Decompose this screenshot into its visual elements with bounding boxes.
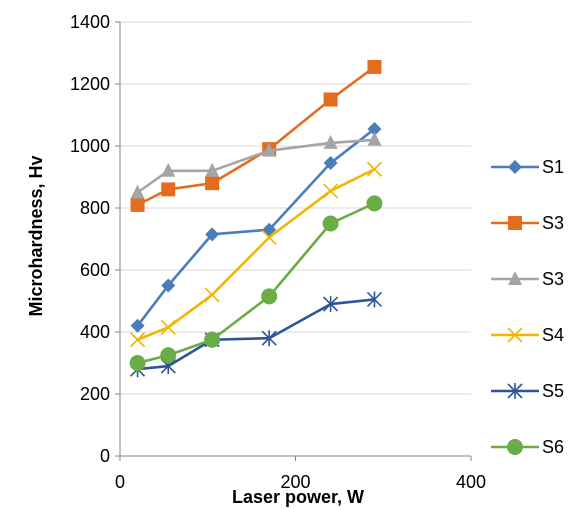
series-4-point-1-stroke-b bbox=[129, 332, 146, 348]
legend-swatch-marker-4-stroke-b bbox=[507, 327, 523, 343]
y-tick-label-1200: 1200 bbox=[70, 74, 110, 94]
series-4-point-4 bbox=[261, 229, 277, 246]
series-5-point-4 bbox=[261, 330, 277, 347]
series-1-point-6 bbox=[367, 121, 382, 136]
series-2-point-5 bbox=[323, 92, 338, 107]
legend-item-3: S3 bbox=[491, 269, 564, 289]
series-4-point-1 bbox=[129, 332, 146, 348]
series-1-point-2 bbox=[161, 278, 176, 293]
series-4-point-6-stroke-b bbox=[366, 161, 383, 177]
legend-swatch-marker-1 bbox=[508, 160, 522, 174]
gridlines bbox=[120, 21, 471, 395]
y-tick-label-1400: 1400 bbox=[70, 12, 110, 32]
series-2-point-2 bbox=[161, 182, 176, 197]
series-2-point-6 bbox=[367, 59, 382, 74]
series-4 bbox=[129, 161, 383, 348]
legend-swatch-marker-3 bbox=[508, 271, 522, 285]
y-tick-label-0: 0 bbox=[100, 446, 110, 466]
series-4-point-6 bbox=[366, 161, 383, 177]
legend-item-6: S6 bbox=[491, 437, 564, 457]
series-6-point-6 bbox=[366, 195, 383, 212]
series-group bbox=[129, 59, 383, 378]
series-2-point-3 bbox=[205, 176, 220, 191]
legend-item-2: S3 bbox=[491, 213, 564, 233]
legend: S1 S3 S3 S4 S5 S6 bbox=[491, 157, 564, 457]
series-1-point-5 bbox=[323, 156, 338, 171]
series-3-point-5 bbox=[323, 134, 338, 149]
series-4-point-5 bbox=[323, 183, 339, 199]
series-6-point-3 bbox=[204, 331, 221, 348]
series-3-point-3 bbox=[205, 162, 220, 177]
y-tick-labels: 0 200 400 600 800 1000 1200 1400 bbox=[70, 12, 110, 466]
series-1-point-3 bbox=[205, 227, 220, 242]
x-tick-label-200: 200 bbox=[280, 472, 310, 492]
legend-label-3: S3 bbox=[542, 269, 564, 289]
y-tick-label-800: 800 bbox=[80, 198, 110, 218]
series-4-point-5-stroke-b bbox=[323, 183, 339, 199]
series-1-point-1 bbox=[130, 318, 145, 333]
series-2-point-1 bbox=[130, 197, 145, 212]
series-4-point-2-stroke-b bbox=[160, 319, 176, 335]
legend-label-6: S6 bbox=[542, 437, 564, 457]
legend-label-1: S1 bbox=[542, 157, 564, 177]
series-3-point-4 bbox=[262, 142, 277, 157]
legend-label-5: S5 bbox=[542, 381, 564, 401]
x-tick-label-0: 0 bbox=[115, 472, 125, 492]
series-4-point-3 bbox=[204, 287, 220, 303]
series-6-point-5 bbox=[322, 215, 339, 232]
series-2 bbox=[130, 59, 382, 212]
x-axis-title: Laser power, W bbox=[232, 487, 364, 507]
series-3-point-6 bbox=[367, 131, 382, 146]
x-tick-labels: 0 200 400 bbox=[115, 472, 486, 492]
series-1 bbox=[130, 121, 382, 333]
series-5-line bbox=[137, 298, 375, 371]
series-3-point-2 bbox=[161, 162, 176, 177]
legend-swatch-marker-4 bbox=[507, 327, 523, 343]
series-4-point-4-stroke-b bbox=[261, 229, 277, 246]
x-tick-label-400: 400 bbox=[456, 472, 486, 492]
legend-swatch-marker-5 bbox=[507, 383, 523, 399]
series-4-line bbox=[137, 168, 376, 341]
series-1-line bbox=[136, 127, 376, 327]
series-3-point-1 bbox=[130, 184, 145, 199]
y-tick-label-200: 200 bbox=[80, 384, 110, 404]
series-4-point-3-stroke-b bbox=[204, 287, 220, 303]
series-5 bbox=[129, 291, 383, 378]
series-6-point-2 bbox=[160, 347, 177, 364]
series-3 bbox=[130, 131, 382, 199]
legend-item-4: S4 bbox=[491, 325, 564, 345]
legend-label-2: S3 bbox=[542, 213, 564, 233]
y-tick-label-1000: 1000 bbox=[70, 136, 110, 156]
y-tick-label-600: 600 bbox=[80, 260, 110, 280]
y-axis-title: Microhardness, Hv bbox=[26, 155, 46, 316]
legend-swatch-marker-6 bbox=[507, 439, 523, 455]
legend-item-5: S5 bbox=[491, 381, 564, 401]
series-5-point-6 bbox=[366, 291, 383, 308]
legend-label-4: S4 bbox=[542, 325, 564, 345]
series-6-point-4 bbox=[261, 288, 278, 305]
series-4-point-2 bbox=[160, 319, 176, 335]
series-6-point-1 bbox=[129, 355, 146, 371]
series-5-point-5 bbox=[323, 296, 339, 313]
series-6 bbox=[129, 195, 383, 371]
axes bbox=[115, 21, 472, 461]
legend-swatch-marker-2 bbox=[508, 216, 522, 230]
y-tick-label-400: 400 bbox=[80, 322, 110, 342]
legend-item-1: S1 bbox=[491, 157, 564, 177]
